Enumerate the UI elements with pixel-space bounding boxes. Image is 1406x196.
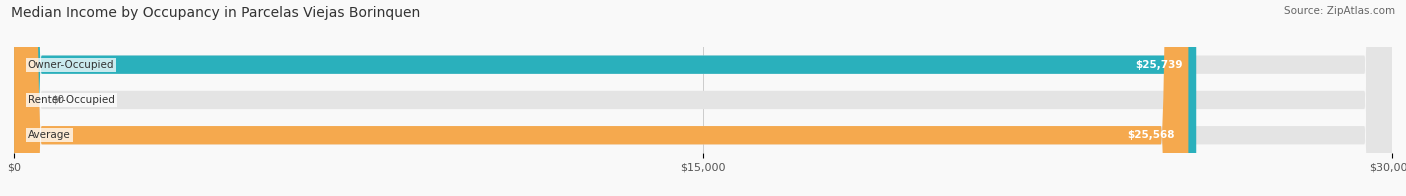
Text: Owner-Occupied: Owner-Occupied (28, 60, 114, 70)
FancyBboxPatch shape (14, 0, 1392, 196)
FancyBboxPatch shape (14, 0, 1392, 196)
FancyBboxPatch shape (14, 0, 1188, 196)
FancyBboxPatch shape (14, 0, 1197, 196)
FancyBboxPatch shape (14, 0, 1392, 196)
Text: Median Income by Occupancy in Parcelas Viejas Borinquen: Median Income by Occupancy in Parcelas V… (11, 6, 420, 20)
Text: $25,568: $25,568 (1128, 130, 1174, 140)
Text: $25,739: $25,739 (1135, 60, 1182, 70)
Text: Renter-Occupied: Renter-Occupied (28, 95, 115, 105)
Text: $0: $0 (51, 95, 63, 105)
Text: Average: Average (28, 130, 70, 140)
Text: Source: ZipAtlas.com: Source: ZipAtlas.com (1284, 6, 1395, 16)
